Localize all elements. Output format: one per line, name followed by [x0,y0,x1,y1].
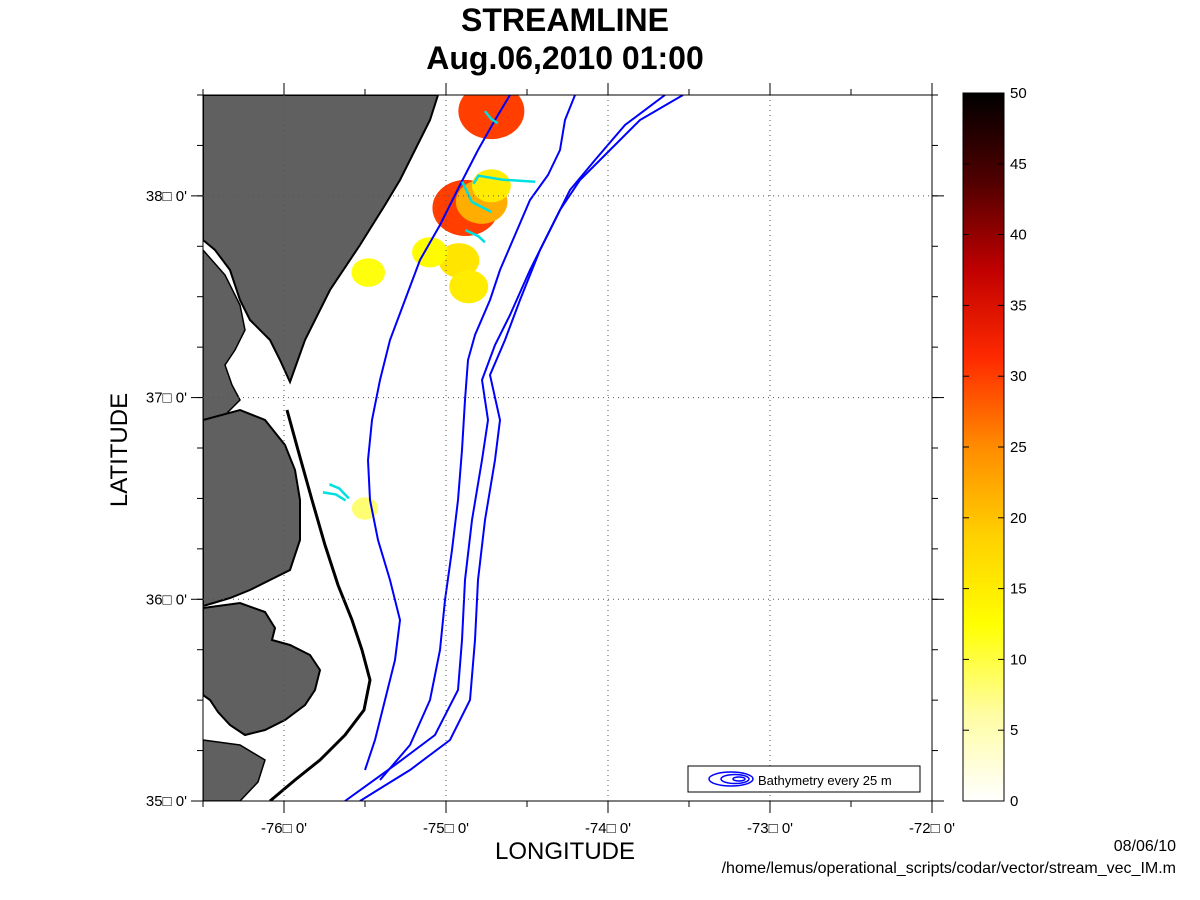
colorbar-tick-label: 5 [1010,722,1018,739]
bathymetry-legend-icon [708,771,754,787]
legend-frame [687,765,921,793]
bathymetry-contour [344,95,666,801]
colorbar-tick-label: 25 [1010,439,1027,456]
y-axis-label: LATITUDE [106,392,133,508]
colorbar-tick-label: 20 [1010,510,1027,527]
x-tick-label: -75□ 0' [423,820,469,837]
bathymetry-contour [359,95,684,801]
colorbar-tick-label: 35 [1010,297,1027,314]
land-delmarva [203,95,440,385]
streamline [328,483,350,500]
colorbar-tick-label: 10 [1010,651,1027,668]
land-virginia-nc [203,408,301,608]
y-tick-label: 37□ 0' [146,390,187,407]
x-tick-labels: -76□ 0' -75□ 0' -74□ 0' -73□ 0' -72□ 0' [261,820,955,837]
streamline [472,174,536,185]
speed-patch-layer [351,95,525,520]
colorbar-tick-label: 50 [1010,85,1027,102]
colorbar-ticks: 0 5 10 15 20 25 30 35 40 45 50 [963,85,1027,810]
colorbar-tick-label: 45 [1010,156,1027,173]
x-tick-label: -76□ 0' [261,820,307,837]
legend-label: Bathymetry every 25 m [758,773,892,788]
speed-patch [471,169,511,203]
chart-title: STREAMLINE [461,2,669,38]
bathymetry-contour [364,95,511,771]
bathymetry-layer [344,95,684,801]
land-layer [203,95,440,801]
axis-ticks [191,83,944,813]
colorbar-gradient [962,92,1005,802]
colorbar-tick-label: 30 [1010,368,1027,385]
streamline [464,228,486,244]
colorbar-tick-label: 15 [1010,581,1027,598]
streamline [322,491,347,502]
streamline [461,181,492,214]
land-outer-banks [269,409,372,801]
footer-date: 08/06/10 [1113,838,1176,855]
x-tick-label: -74□ 0' [585,820,631,837]
x-axis-label: LONGITUDE [494,838,635,865]
y-tick-labels: 35□ 0' 36□ 0' 37□ 0' 38□ 0' [146,188,187,810]
y-tick-label: 36□ 0' [146,591,187,608]
bathymetry-contour [379,95,576,781]
speed-patch [449,270,489,304]
speed-patch [438,243,480,278]
footer-path: /home/lemus/operational_scripts/codar/ve… [721,860,1176,877]
land-nc-pamlico [203,601,322,737]
colorbar-tick-label: 40 [1010,227,1027,244]
y-tick-label: 38□ 0' [146,188,187,205]
land-south [203,739,266,801]
x-tick-label: -73□ 0' [747,820,793,837]
chart-subtitle: Aug.06,2010 01:00 [426,40,704,76]
streamline-layer [322,110,536,502]
streamline [483,110,499,125]
legend-box: Bathymetry every 25 m [687,765,921,793]
colorbar-tick-label: 0 [1010,793,1018,810]
speed-patch [351,258,386,287]
speed-patch [458,95,525,140]
y-tick-label: 35□ 0' [146,793,187,810]
x-tick-label: -72□ 0' [909,820,955,837]
colorbar: 0 5 10 15 20 25 30 35 40 45 50 [962,85,1027,810]
